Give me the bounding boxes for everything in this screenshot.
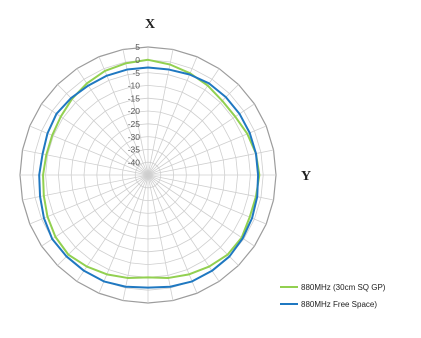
grid-spoke (147, 174, 198, 294)
grid-spoke (147, 103, 255, 176)
tick-label: 0 (135, 55, 140, 65)
tick-label: -5 (132, 68, 140, 78)
grid-spoke (147, 174, 220, 282)
tick-label: -15 (128, 93, 141, 103)
direction-label-y: Y (301, 169, 311, 184)
tick-label: -25 (128, 119, 141, 129)
tick-label: -40 (128, 157, 141, 167)
grid-spoke (76, 174, 149, 282)
series-line-1 (42, 58, 261, 279)
chart-grid (19, 46, 277, 304)
grid-spoke (98, 174, 149, 294)
grid-spoke (147, 149, 274, 176)
grid-spoke (41, 103, 149, 176)
legend-label-2: 880MHz Free Space) (301, 300, 377, 309)
tick-label: -30 (128, 132, 141, 142)
tick-label: -20 (128, 106, 141, 116)
grid-spoke (147, 125, 267, 176)
tick-label: 5 (135, 42, 140, 52)
grid-spoke (122, 174, 149, 301)
direction-label-x: X (145, 17, 155, 32)
grid-spoke (147, 174, 267, 225)
grid-spoke (147, 174, 174, 301)
tick-label: -10 (128, 81, 141, 91)
grid-spoke (147, 174, 255, 247)
legend: 880MHz (30cm SQ GP) 880MHz Free Space) (280, 283, 386, 309)
grid-spoke (147, 174, 239, 266)
grid-spoke (147, 174, 274, 201)
chart-labels: 5 0 -5 -10 -15 -20 -25 -30 -35 -40 X Y (128, 17, 311, 184)
legend-label-1: 880MHz (30cm SQ GP) (301, 283, 386, 292)
grid-spoke (147, 84, 239, 176)
series-layer (38, 58, 261, 289)
tick-label: -35 (128, 145, 141, 155)
grid-spoke (41, 174, 149, 247)
grid-spoke (98, 56, 149, 176)
grid-spoke (147, 56, 198, 176)
grid-spoke (57, 174, 149, 266)
series-line-2 (38, 66, 260, 289)
grid-spoke (29, 174, 149, 225)
grid-spoke (29, 125, 149, 176)
